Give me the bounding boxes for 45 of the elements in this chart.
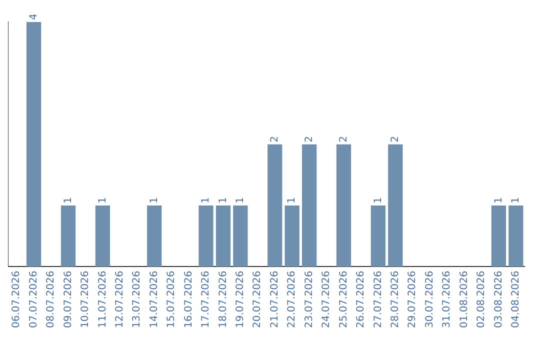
x-tick-label: 20.07.2026 xyxy=(252,270,264,328)
x-tick-label: 10.07.2026 xyxy=(80,270,92,328)
x-tick-label: 18.07.2026 xyxy=(218,270,229,328)
x-tick-label: 14.07.2026 xyxy=(148,270,160,328)
x-tick-label: 17.07.2026 xyxy=(200,270,212,328)
x-tick-label: 16.07.2026 xyxy=(183,270,194,328)
data-label: 1 xyxy=(493,197,504,204)
x-tick-label: 02.08.2026 xyxy=(476,270,488,328)
data-label: 1 xyxy=(97,197,108,204)
data-label: 1 xyxy=(286,197,298,204)
x-tick-label: 13.07.2026 xyxy=(132,270,143,328)
x-tick-label: 12.07.2026 xyxy=(114,270,126,328)
data-label: 4 xyxy=(28,14,40,20)
x-tick-label: 07.07.2026 xyxy=(28,270,40,328)
x-tick-label: 19.07.2026 xyxy=(235,270,246,328)
x-tick-label: 06.07.2026 xyxy=(11,270,22,328)
x-tick-label: 11.07.2026 xyxy=(97,270,108,328)
x-tick-label: 22.07.2026 xyxy=(286,270,298,328)
data-label: 2 xyxy=(269,136,280,142)
x-tick-label: 01.08.2026 xyxy=(458,270,470,328)
data-label: 1 xyxy=(62,197,74,204)
x-tick-label: 29.07.2026 xyxy=(407,270,418,328)
x-tick-label: 27.07.2026 xyxy=(372,270,384,328)
x-tick-label: 15.07.2026 xyxy=(166,270,178,328)
x-tick-label: 26.07.2026 xyxy=(356,270,367,328)
x-tick-label: 09.07.2026 xyxy=(62,270,74,328)
x-tick-label: 25.07.2026 xyxy=(338,270,350,328)
x-tick-label: 04.08.2026 xyxy=(510,270,522,328)
x-tick-label: 24.07.2026 xyxy=(321,270,332,328)
data-label: 1 xyxy=(372,197,384,204)
data-label: 1 xyxy=(148,197,160,204)
x-tick-label: 30.07.2026 xyxy=(424,270,436,328)
data-label: 1 xyxy=(218,197,229,204)
x-tick-label: 21.07.2026 xyxy=(269,270,280,328)
data-label: 1 xyxy=(235,197,246,204)
x-tick-label: 03.08.2026 xyxy=(493,270,504,328)
x-tick-label: 28.07.2026 xyxy=(390,270,401,328)
data-label: 1 xyxy=(200,197,212,204)
x-tick-label: 08.07.2026 xyxy=(46,270,57,328)
data-label: 2 xyxy=(304,136,315,142)
x-tick-label: 23.07.2026 xyxy=(304,270,315,328)
x-tick-label: 31.07.2026 xyxy=(442,270,453,328)
data-label: 1 xyxy=(510,197,522,204)
data-label: 2 xyxy=(390,136,401,142)
data-label: 2 xyxy=(338,136,350,142)
